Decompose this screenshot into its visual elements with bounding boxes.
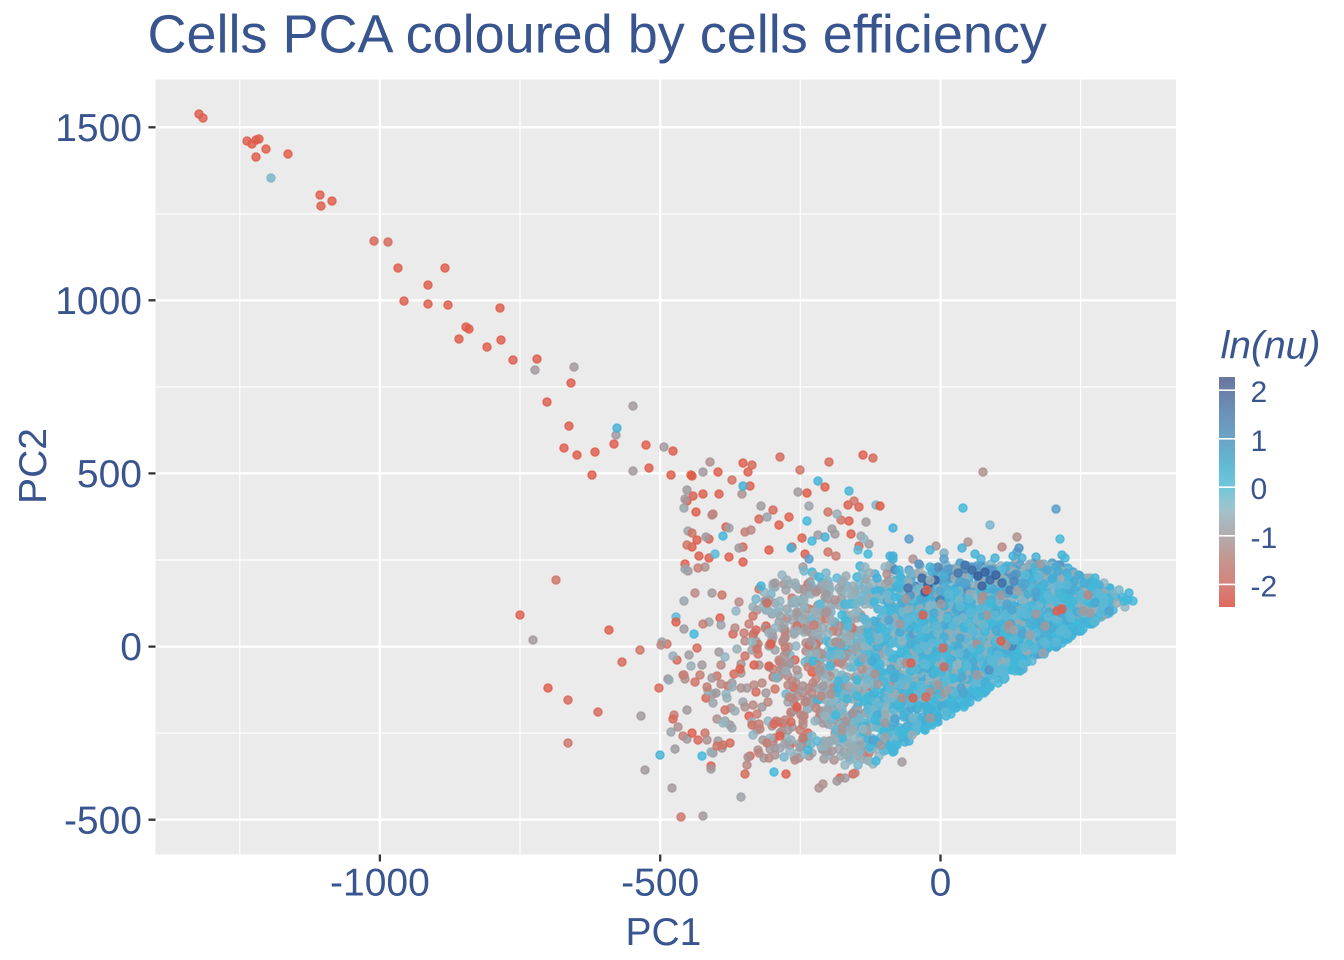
svg-text:-500: -500	[64, 799, 142, 842]
svg-text:ln(nu): ln(nu)	[1221, 325, 1321, 368]
svg-text:0: 0	[1251, 473, 1268, 506]
svg-text:Cells PCA coloured by cells ef: Cells PCA coloured by cells efficiency	[148, 5, 1047, 65]
svg-text:2: 2	[1251, 376, 1268, 409]
svg-text:-500: -500	[621, 862, 699, 905]
svg-text:1: 1	[1251, 425, 1268, 458]
svg-text:PC2: PC2	[12, 428, 55, 504]
svg-text:1500: 1500	[55, 107, 142, 150]
svg-text:-1000: -1000	[330, 862, 430, 905]
svg-text:PC1: PC1	[625, 911, 701, 954]
svg-text:-2: -2	[1251, 570, 1278, 603]
svg-text:500: 500	[77, 453, 142, 496]
svg-text:0: 0	[120, 626, 142, 669]
svg-text:-1: -1	[1251, 522, 1278, 555]
svg-text:1000: 1000	[55, 280, 142, 323]
svg-text:0: 0	[930, 862, 952, 905]
